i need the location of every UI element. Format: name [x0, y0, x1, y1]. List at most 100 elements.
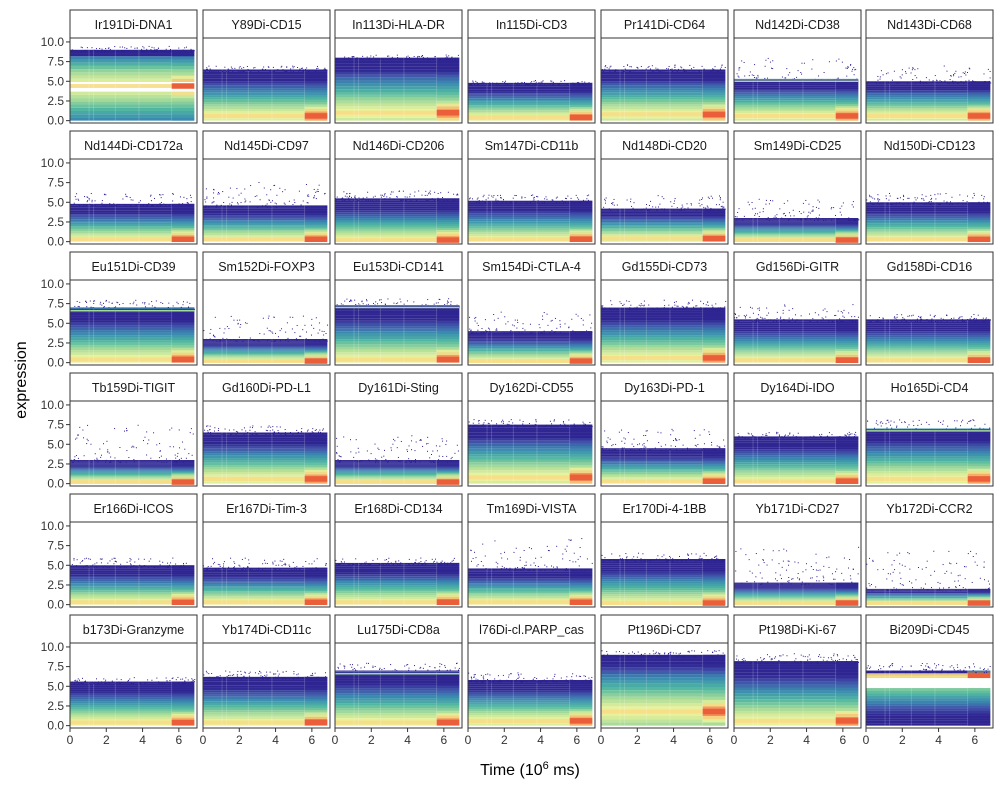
outlier-point: [377, 447, 379, 449]
density-band: [436, 97, 460, 101]
outlier-point: [579, 202, 581, 204]
outlier-point: [168, 302, 170, 304]
outlier-point: [666, 68, 668, 70]
outlier-point: [529, 201, 531, 203]
density-area: [734, 401, 861, 486]
facet-panel: Er167Di-Tim-3: [202, 493, 331, 608]
outlier-point: [109, 48, 111, 50]
outlier-point: [245, 322, 247, 324]
outlier-point: [930, 319, 932, 321]
density-band: [835, 85, 859, 88]
outlier-point: [565, 198, 567, 200]
outlier-point: [756, 320, 758, 322]
outlier-point: [878, 317, 880, 319]
outlier-point: [91, 47, 93, 49]
density-band: [601, 315, 726, 318]
outlier-point: [973, 314, 975, 316]
density-band: [436, 339, 460, 342]
outlier-point: [190, 197, 192, 199]
density-band: [304, 97, 328, 100]
outlier-point: [802, 202, 804, 204]
outlier-point: [651, 70, 653, 72]
outlier-point: [902, 317, 904, 319]
density-band: [866, 232, 991, 235]
density-band: [569, 211, 593, 214]
outlier-point: [184, 50, 186, 52]
outlier-point: [833, 437, 835, 439]
outlier-point: [71, 49, 73, 51]
outlier-point: [643, 208, 645, 210]
outlier-point: [249, 426, 251, 428]
density-band: [569, 217, 593, 220]
density-band: [734, 442, 859, 446]
density-band: [702, 220, 726, 223]
y-tick-label: 5.0: [47, 316, 64, 330]
outlier-point: [223, 433, 225, 435]
density-band: [702, 350, 726, 353]
outlier-point: [634, 209, 636, 211]
density-band: [335, 100, 460, 104]
outlier-point: [940, 320, 942, 322]
outlier-point: [693, 430, 695, 432]
density-band: [171, 49, 195, 54]
outlier-point: [958, 76, 960, 78]
outlier-point: [275, 203, 277, 205]
outlier-point: [168, 205, 170, 207]
outlier-point: [936, 79, 938, 81]
panel-border: [865, 158, 994, 245]
outlier-point: [758, 216, 760, 218]
outlier-point: [304, 324, 306, 326]
outlier-point: [172, 565, 174, 567]
outlier-point: [285, 69, 287, 71]
panel-border: [733, 37, 862, 124]
outlier-point: [955, 427, 957, 429]
density-band: [304, 451, 328, 454]
outlier-point: [768, 219, 770, 221]
density-band: [967, 436, 991, 439]
outlier-point: [641, 69, 643, 71]
density-band: [70, 65, 195, 70]
outlier-point: [396, 196, 398, 198]
outlier-point: [869, 201, 871, 203]
outlier-point: [835, 437, 837, 439]
outlier-point: [433, 303, 435, 305]
facet-title: Nd148Di-CD20: [622, 139, 707, 153]
outlier-point: [564, 426, 566, 428]
outlier-point: [764, 437, 766, 439]
outlier-point: [150, 48, 152, 50]
outlier-point: [448, 55, 450, 57]
density-band: [304, 340, 328, 342]
outlier-point: [748, 433, 750, 435]
outlier-point: [240, 202, 242, 204]
outlier-point: [920, 316, 922, 318]
outlier-point: [231, 201, 233, 203]
facet-strip: [69, 130, 198, 160]
density-band: [835, 319, 859, 322]
outlier-point: [280, 433, 282, 435]
outlier-point: [152, 51, 154, 53]
panel-border: [202, 158, 331, 245]
outlier-point: [921, 81, 923, 83]
outlier-point: [361, 301, 363, 303]
outlier-point: [486, 83, 488, 85]
outlier-point: [930, 194, 932, 196]
outlier-point: [244, 188, 246, 190]
outlier-point: [984, 80, 986, 82]
outlier-point: [477, 329, 479, 331]
outlier-point: [611, 449, 613, 451]
outlier-point: [161, 461, 163, 463]
outlier-point: [837, 77, 839, 79]
density-band: [569, 84, 593, 87]
outlier-point: [832, 320, 834, 322]
outlier-point: [248, 562, 250, 564]
density-band: [70, 479, 195, 481]
density-band: [436, 225, 460, 228]
outlier-point: [296, 429, 298, 431]
outlier-point: [575, 202, 577, 204]
outlier-point: [986, 203, 988, 205]
outlier-point: [848, 437, 850, 439]
density-band: [304, 346, 328, 348]
outlier-point: [530, 194, 532, 196]
density-band: [171, 461, 195, 463]
outlier-point: [454, 57, 456, 59]
